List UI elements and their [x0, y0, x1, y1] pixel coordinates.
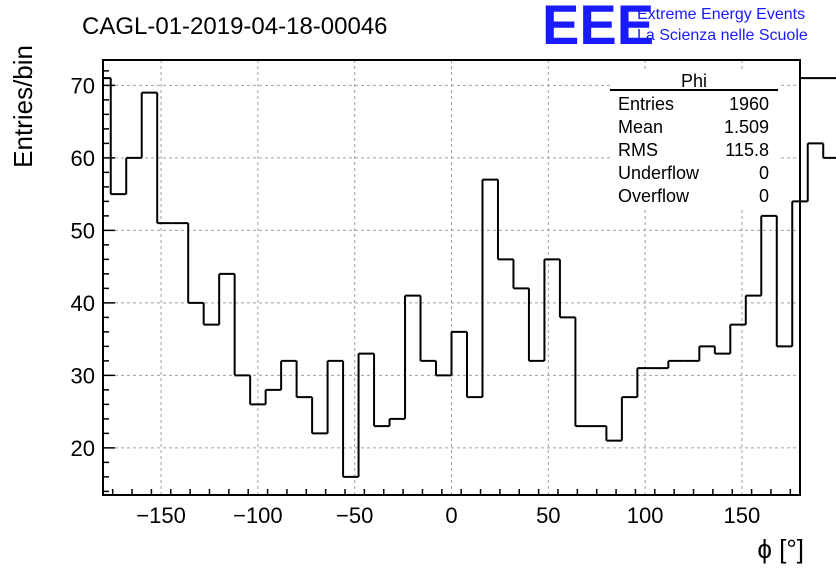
- x-axis-title: ϕ [°]: [757, 534, 804, 564]
- x-axis-ticks: −150 −100 −50 0 50 100 150: [111, 489, 792, 528]
- x-tick-label: 50: [536, 503, 560, 528]
- plot-frame: [102, 59, 801, 496]
- y-tick-label: 50: [71, 218, 95, 243]
- y-tick-label: 40: [71, 291, 95, 316]
- x-tick-label: −150: [136, 503, 186, 528]
- stats-value: 0: [759, 186, 769, 206]
- stats-label: Entries: [618, 94, 674, 114]
- x-tick-label: 0: [445, 503, 457, 528]
- y-tick-label: 20: [71, 436, 95, 461]
- x-tick-label: −50: [336, 503, 373, 528]
- x-tick-label: 150: [724, 503, 761, 528]
- y-axis-title: Entries/bin: [8, 45, 38, 168]
- stats-rows: Entries 1960 Mean 1.509 RMS 115.8 Underflow 0 Ov…: [618, 94, 769, 206]
- stats-box-background: [610, 72, 780, 210]
- stats-label: Overflow: [618, 186, 690, 206]
- chart-title: CAGL-01-2019-04-18-00046: [82, 13, 388, 40]
- stats-label: Underflow: [618, 163, 700, 183]
- x-tick-label: 100: [627, 503, 664, 528]
- histogram-bars: [103, 77, 836, 478]
- plot-border: [102, 59, 801, 496]
- y-tick-label: 70: [71, 73, 95, 98]
- logo-line2: La Scienza nelle Scuole: [637, 27, 808, 44]
- logo: EEE Extreme Energy Events La Scienza nel…: [542, 0, 808, 56]
- stats-box: Phi Entries 1960 Mean 1.509 RMS 115.8 Underflo…: [610, 71, 780, 210]
- stats-title: Phi: [681, 71, 707, 91]
- x-tick-label: −100: [233, 503, 283, 528]
- stats-value: 1960: [729, 94, 769, 114]
- stats-value: 0: [759, 163, 769, 183]
- y-tick-label: 60: [71, 146, 95, 171]
- y-tick-label: 30: [71, 363, 95, 388]
- logo-letters: EEE: [542, 0, 654, 56]
- stats-label: RMS: [618, 140, 658, 160]
- stats-label: Mean: [618, 117, 663, 137]
- stats-value: 1.509: [724, 117, 769, 137]
- logo-line1: Extreme Energy Events: [637, 6, 805, 23]
- stats-value: 115.8: [725, 140, 769, 160]
- y-axis-ticks: 20 30 40 50 60 70: [71, 70, 115, 493]
